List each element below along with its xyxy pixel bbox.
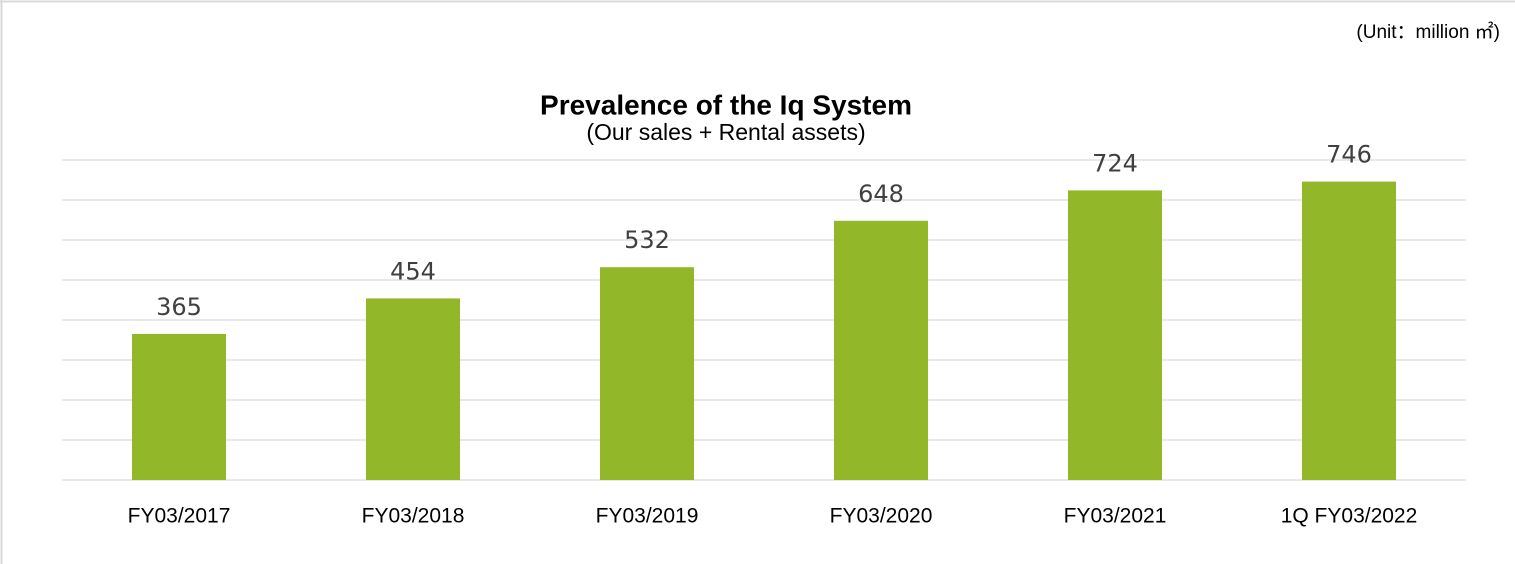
x-tick-label: FY03/2019: [596, 505, 699, 528]
value-label: 746: [1326, 141, 1372, 169]
bar: [132, 334, 226, 480]
x-tick-label: FY03/2017: [128, 505, 231, 528]
x-tick-label: FY03/2020: [830, 505, 933, 528]
value-label: 532: [624, 226, 670, 254]
bar: [1302, 181, 1396, 480]
x-tick-label: FY03/2021: [1064, 505, 1167, 528]
bar: [366, 298, 460, 480]
unit-note: (Unit：million ㎡): [1356, 20, 1500, 43]
bar: [600, 267, 694, 480]
bar: [834, 220, 928, 481]
value-label: 454: [390, 257, 436, 285]
x-tick-label: 1Q FY03/2022: [1281, 505, 1418, 528]
chart-title: Prevalence of the Iq System: [540, 89, 912, 120]
value-label: 365: [156, 293, 202, 321]
chart-subtitle: (Our sales + Rental assets): [586, 119, 865, 145]
value-label: 648: [858, 180, 904, 208]
bar: [1068, 190, 1162, 480]
x-tick-label: FY03/2018: [362, 505, 465, 528]
value-label: 724: [1092, 149, 1138, 177]
